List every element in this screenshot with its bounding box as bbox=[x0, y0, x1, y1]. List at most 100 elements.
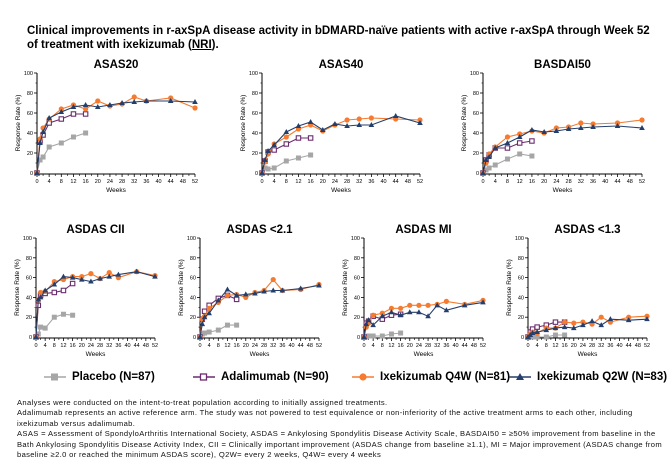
series-placebo bbox=[33, 311, 76, 340]
nri-link[interactable]: NRI bbox=[191, 39, 212, 51]
series-ixekizumab-q2w bbox=[259, 113, 423, 175]
data-point bbox=[58, 109, 65, 114]
y-tick-label: 40 bbox=[354, 295, 360, 301]
data-point bbox=[38, 324, 44, 330]
y-tick-label: 40 bbox=[26, 295, 32, 301]
data-point bbox=[82, 102, 89, 107]
data-point bbox=[365, 317, 372, 323]
data-point bbox=[295, 123, 302, 128]
x-tick-label: 20 bbox=[243, 343, 249, 349]
data-point bbox=[639, 125, 645, 130]
x-tick-label: 40 bbox=[288, 343, 294, 349]
x-tick-label: 8 bbox=[53, 343, 56, 349]
x-tick-label: 16 bbox=[70, 343, 76, 349]
x-tick-label: 48 bbox=[627, 179, 633, 185]
data-point bbox=[46, 115, 52, 120]
footnote-adalimumab: Adalimumab represents an active referenc… bbox=[17, 408, 633, 428]
data-point bbox=[234, 322, 240, 328]
data-point bbox=[504, 140, 511, 145]
x-tick-label: 8 bbox=[60, 179, 63, 185]
data-point bbox=[370, 333, 376, 339]
data-point bbox=[295, 155, 301, 161]
data-point bbox=[398, 305, 404, 311]
x-tick-label: 12 bbox=[224, 343, 230, 349]
data-point bbox=[283, 141, 290, 147]
x-tick-label: 20 bbox=[407, 343, 413, 349]
data-point bbox=[199, 321, 206, 327]
x-tick-label: 12 bbox=[60, 343, 66, 349]
data-point bbox=[265, 148, 271, 153]
data-point bbox=[34, 170, 40, 175]
data-point bbox=[319, 127, 326, 132]
x-tick-label: 44 bbox=[393, 179, 399, 185]
x-tick-label: 24 bbox=[107, 179, 113, 185]
x-tick-label: 0 bbox=[260, 179, 263, 185]
data-point bbox=[416, 302, 422, 308]
data-point bbox=[397, 312, 404, 318]
data-point bbox=[492, 162, 498, 168]
x-tick-label: 24 bbox=[416, 343, 422, 349]
data-point bbox=[233, 296, 240, 303]
figure-title-suffix: ). bbox=[211, 39, 219, 51]
data-point bbox=[443, 298, 449, 304]
y-axis-label: Response Rate (%) bbox=[178, 259, 185, 316]
x-tick-label: 40 bbox=[616, 343, 622, 349]
y-tick-label: 80 bbox=[473, 91, 479, 97]
y-tick-label: 80 bbox=[26, 256, 32, 262]
data-point bbox=[58, 116, 65, 122]
series-ixekizumab-q2w bbox=[525, 316, 650, 339]
data-point bbox=[529, 138, 535, 144]
x-tick-label: 44 bbox=[614, 179, 620, 185]
data-point bbox=[88, 278, 94, 284]
data-point bbox=[215, 297, 222, 303]
data-point bbox=[270, 276, 276, 283]
x-tick-label: 48 bbox=[143, 343, 149, 349]
chart-title: BASDAI50 bbox=[534, 59, 591, 71]
series-ixekizumab-q2w bbox=[34, 98, 198, 175]
x-tick-label: 20 bbox=[320, 179, 326, 185]
x-tick-label: 0 bbox=[34, 343, 37, 349]
data-point bbox=[598, 322, 605, 328]
data-point bbox=[425, 313, 431, 319]
y-axis-label: Response Rate (%) bbox=[506, 259, 513, 316]
y-tick-label: 100 bbox=[23, 236, 32, 242]
data-point bbox=[370, 312, 376, 318]
x-tick-label: 52 bbox=[152, 343, 158, 349]
y-axis-label: Response Rate (%) bbox=[15, 95, 22, 152]
data-point bbox=[417, 120, 423, 125]
y-tick-label: 20 bbox=[190, 315, 196, 321]
data-point bbox=[97, 275, 103, 281]
x-tick-label: 36 bbox=[115, 343, 121, 349]
x-tick-label: 4 bbox=[273, 179, 276, 185]
data-point bbox=[598, 314, 604, 320]
x-tick-label: 0 bbox=[526, 343, 529, 349]
data-point bbox=[562, 319, 568, 325]
x-tick-label: 20 bbox=[79, 343, 85, 349]
data-point bbox=[83, 130, 89, 136]
data-point bbox=[201, 308, 208, 315]
data-point bbox=[517, 151, 523, 157]
x-tick-label: 24 bbox=[553, 179, 559, 185]
data-point bbox=[37, 140, 43, 145]
data-point bbox=[35, 331, 41, 337]
x-tick-label: 48 bbox=[180, 179, 186, 185]
y-tick-label: 40 bbox=[27, 131, 33, 137]
data-point bbox=[106, 273, 113, 279]
data-point bbox=[308, 152, 314, 158]
x-tick-label: 12 bbox=[388, 343, 394, 349]
y-tick-label: 0 bbox=[357, 335, 360, 341]
data-point bbox=[37, 294, 44, 300]
data-point bbox=[392, 113, 399, 118]
data-point bbox=[60, 273, 67, 279]
data-point bbox=[70, 312, 76, 318]
data-point bbox=[565, 126, 572, 131]
x-tick-label: 8 bbox=[545, 343, 548, 349]
series-ixekizumab-q4w bbox=[480, 117, 645, 176]
data-point bbox=[224, 322, 230, 328]
data-point bbox=[578, 120, 584, 126]
figure-title: Clinical improvements in r-axSpA disease… bbox=[27, 24, 657, 52]
y-tick-label: 60 bbox=[26, 276, 32, 282]
x-tick-label: 8 bbox=[506, 179, 509, 185]
data-point bbox=[51, 314, 57, 320]
